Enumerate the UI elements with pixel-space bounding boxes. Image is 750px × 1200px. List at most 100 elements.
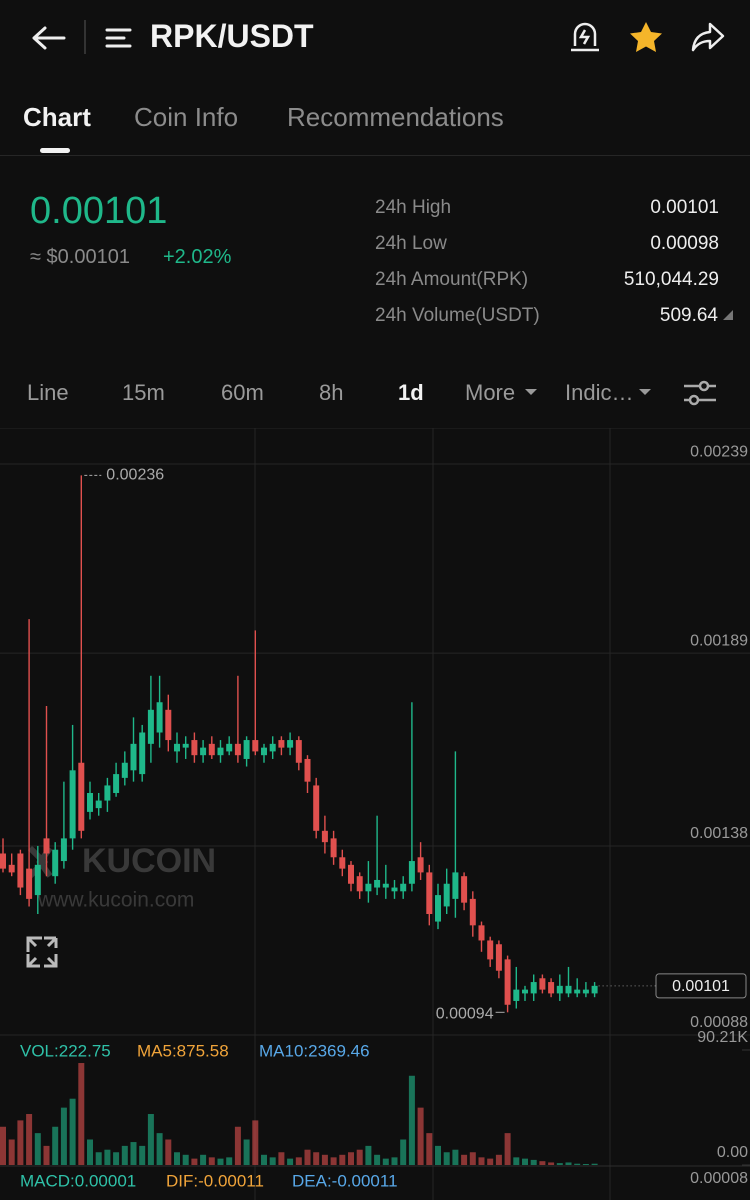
interval-tab[interactable]: 8h bbox=[319, 380, 344, 405]
volume-bar bbox=[408, 1075, 415, 1165]
tab[interactable]: Recommendations bbox=[287, 102, 504, 132]
interval-tab[interactable]: 1d bbox=[398, 380, 424, 405]
candle-body bbox=[261, 747, 267, 756]
volume-bar bbox=[243, 1139, 250, 1165]
volume-bar bbox=[469, 1152, 476, 1165]
candle-body bbox=[382, 883, 389, 888]
volume-bar bbox=[217, 1158, 224, 1165]
y-tick-label: 0.00189 bbox=[690, 632, 748, 649]
candle-body bbox=[417, 857, 424, 873]
candle-body bbox=[295, 740, 302, 763]
candle-body bbox=[330, 838, 337, 858]
interval-tab[interactable]: 15m bbox=[122, 380, 165, 405]
candle-body bbox=[217, 747, 224, 756]
candle-body bbox=[513, 989, 520, 1001]
volume-bar bbox=[200, 1154, 207, 1165]
volume-bar bbox=[34, 1133, 41, 1165]
volume-bar bbox=[0, 1126, 6, 1165]
candle-body bbox=[208, 743, 215, 756]
volume-bar bbox=[52, 1126, 59, 1165]
candle-body bbox=[226, 743, 233, 752]
volume-bar bbox=[278, 1152, 285, 1165]
volume-bar bbox=[95, 1152, 102, 1165]
volume-bar bbox=[139, 1145, 146, 1165]
candle-body bbox=[469, 898, 476, 926]
separator bbox=[0, 155, 750, 156]
volume-bar bbox=[530, 1159, 537, 1165]
candle-body bbox=[522, 989, 528, 994]
volume-tick-label: 90.21K bbox=[697, 1029, 748, 1046]
dif-label: DIF:-0.00011 bbox=[166, 1171, 264, 1190]
candle-body bbox=[591, 985, 598, 994]
candle-body bbox=[339, 857, 346, 869]
vol-label: VOL:222.75 bbox=[20, 1041, 111, 1060]
tab[interactable]: Chart bbox=[23, 102, 91, 132]
menu-icon[interactable] bbox=[104, 26, 134, 50]
more-caret bbox=[525, 389, 537, 395]
volume-bar bbox=[330, 1157, 337, 1165]
candle-body bbox=[400, 883, 407, 892]
interval-tab[interactable]: 60m bbox=[221, 380, 264, 405]
candle-body bbox=[408, 861, 415, 884]
candle-body bbox=[304, 758, 311, 782]
candle-body bbox=[443, 883, 450, 907]
high-label: 0.00236 bbox=[106, 467, 164, 484]
candle-body bbox=[147, 709, 154, 744]
volume-bar bbox=[565, 1162, 572, 1165]
volume-bar bbox=[374, 1154, 381, 1165]
low-label: 0.00094 bbox=[436, 1006, 494, 1023]
volume-bar bbox=[522, 1158, 528, 1165]
volume-bar bbox=[391, 1157, 398, 1165]
candle-body bbox=[78, 762, 85, 831]
volume-bar bbox=[78, 1063, 85, 1165]
candle-body bbox=[87, 793, 93, 812]
settings-icon[interactable] bbox=[682, 378, 718, 408]
interval-tab[interactable]: Line bbox=[27, 380, 69, 405]
volume-bar bbox=[104, 1149, 111, 1165]
indicator-caret bbox=[639, 389, 651, 395]
interval-tab[interactable]: More bbox=[465, 380, 516, 405]
volume-bar bbox=[60, 1107, 67, 1165]
share-icon[interactable] bbox=[690, 20, 726, 54]
volume-bar bbox=[574, 1163, 581, 1165]
candle-body bbox=[565, 985, 572, 994]
price-change: +2.02% bbox=[163, 246, 232, 268]
candle-body bbox=[156, 702, 163, 733]
stat-label: 24h High bbox=[375, 197, 452, 218]
candlestick-chart: KUCOIN www.kucoin.com VOL:222.75 MA5:875… bbox=[0, 428, 750, 1200]
macd-label: MACD:0.00001 bbox=[20, 1171, 136, 1190]
volume-bar bbox=[269, 1157, 276, 1165]
fullscreen-icon[interactable] bbox=[26, 936, 58, 968]
candle-body bbox=[461, 876, 468, 903]
candle-body bbox=[435, 895, 441, 922]
volume-bar bbox=[43, 1145, 50, 1165]
candle-body bbox=[278, 740, 285, 748]
candle-body bbox=[539, 978, 546, 990]
volume-bar bbox=[87, 1139, 93, 1165]
volume-bar bbox=[130, 1142, 137, 1165]
interval-tab[interactable]: Indic… bbox=[565, 380, 634, 405]
tab[interactable]: Coin Info bbox=[134, 102, 239, 132]
volume-bar bbox=[261, 1154, 267, 1165]
pair-title[interactable]: RPK/USDT bbox=[150, 18, 314, 54]
watermark-url: www.kucoin.com bbox=[37, 889, 194, 912]
back-button[interactable] bbox=[30, 24, 66, 52]
volume-bar bbox=[365, 1145, 372, 1165]
macd-axis-label: 0.00008 bbox=[690, 1170, 748, 1187]
volume-bar bbox=[252, 1120, 259, 1165]
candle-body bbox=[26, 868, 33, 899]
candle-body bbox=[269, 743, 276, 752]
volume-bar bbox=[443, 1152, 450, 1165]
alert-icon[interactable] bbox=[568, 20, 602, 54]
favorite-star[interactable] bbox=[628, 20, 664, 54]
y-tick-label: 0.00239 bbox=[690, 443, 748, 460]
candle-body bbox=[426, 872, 433, 914]
volume-bar bbox=[182, 1154, 189, 1165]
stat-value: 0.00098 bbox=[650, 233, 719, 254]
candle-body bbox=[139, 732, 146, 775]
volume-bar bbox=[17, 1120, 24, 1165]
candle-body bbox=[391, 887, 398, 892]
stat-value: 510,044.29 bbox=[623, 269, 719, 290]
volume-bar bbox=[513, 1157, 520, 1165]
volume-bar bbox=[382, 1158, 389, 1165]
